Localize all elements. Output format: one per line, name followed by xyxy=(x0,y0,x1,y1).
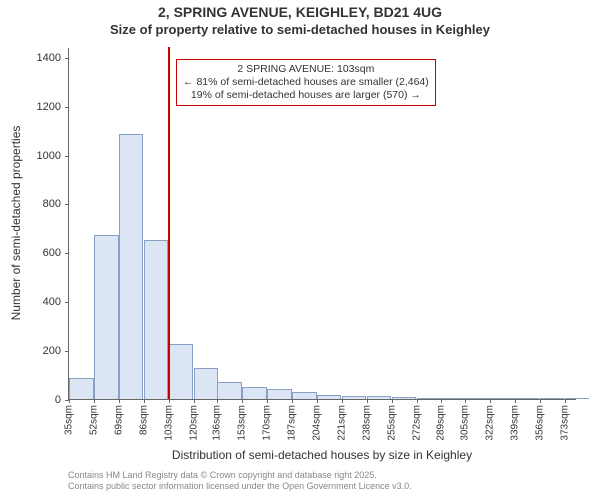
chart-subtitle: Size of property relative to semi-detach… xyxy=(0,22,600,37)
x-tick-mark xyxy=(367,399,368,403)
histogram-bar xyxy=(242,387,267,399)
y-tick-label: 1400 xyxy=(21,52,61,64)
y-tick-label: 200 xyxy=(21,345,61,357)
x-tick-label: 69sqm xyxy=(113,405,124,435)
histogram-bar xyxy=(119,134,144,399)
y-tick-mark xyxy=(65,351,69,352)
histogram-bar xyxy=(540,398,565,399)
x-axis-label: Distribution of semi-detached houses by … xyxy=(68,448,576,462)
annotation-line: ← 81% of semi-detached houses are smalle… xyxy=(183,76,429,89)
y-tick-mark xyxy=(65,156,69,157)
x-tick-label: 35sqm xyxy=(64,405,75,435)
y-tick-label: 600 xyxy=(21,247,61,259)
x-tick-mark xyxy=(169,399,170,403)
reference-line xyxy=(168,47,170,399)
histogram-bar xyxy=(194,368,219,399)
histogram-bar xyxy=(144,240,169,399)
annotation-box: 2 SPRING AVENUE: 103sqm← 81% of semi-det… xyxy=(176,59,436,106)
x-tick-mark xyxy=(69,399,70,403)
x-tick-mark xyxy=(465,399,466,403)
x-tick-mark xyxy=(217,399,218,403)
x-tick-label: 272sqm xyxy=(411,405,422,441)
x-tick-label: 322sqm xyxy=(484,405,495,441)
y-tick-mark xyxy=(65,107,69,108)
x-tick-label: 170sqm xyxy=(261,405,272,441)
x-tick-mark xyxy=(540,399,541,403)
histogram-bar xyxy=(465,398,490,399)
y-tick-mark xyxy=(65,253,69,254)
x-tick-mark xyxy=(144,399,145,403)
annotation-line: 19% of semi-detached houses are larger (… xyxy=(183,89,429,102)
histogram-bar xyxy=(169,344,194,399)
histogram-bar xyxy=(94,235,119,399)
histogram-bar xyxy=(490,398,515,399)
y-tick-label: 1200 xyxy=(21,101,61,113)
x-tick-label: 103sqm xyxy=(163,405,174,441)
histogram-bar xyxy=(342,396,367,399)
x-tick-mark xyxy=(417,399,418,403)
plot-area: 020040060080010001200140035sqm52sqm69sqm… xyxy=(68,48,576,400)
x-tick-mark xyxy=(441,399,442,403)
chart-title: 2, SPRING AVENUE, KEIGHLEY, BD21 4UG xyxy=(0,4,600,20)
x-tick-label: 289sqm xyxy=(436,405,447,441)
x-tick-mark xyxy=(292,399,293,403)
y-tick-mark xyxy=(65,58,69,59)
x-tick-label: 204sqm xyxy=(311,405,322,441)
x-tick-mark xyxy=(565,399,566,403)
y-tick-label: 800 xyxy=(21,198,61,210)
figure: 2, SPRING AVENUE, KEIGHLEY, BD21 4UG Siz… xyxy=(0,0,600,500)
x-tick-mark xyxy=(515,399,516,403)
credits: Contains HM Land Registry data © Crown c… xyxy=(68,470,412,493)
y-tick-label: 400 xyxy=(21,296,61,308)
credits-line: Contains public sector information licen… xyxy=(68,481,412,492)
x-tick-label: 153sqm xyxy=(237,405,248,441)
x-tick-label: 120sqm xyxy=(188,405,199,441)
x-tick-label: 356sqm xyxy=(534,405,545,441)
y-tick-mark xyxy=(65,302,69,303)
x-tick-label: 373sqm xyxy=(559,405,570,441)
x-tick-mark xyxy=(94,399,95,403)
title-block: 2, SPRING AVENUE, KEIGHLEY, BD21 4UG Siz… xyxy=(0,4,600,37)
histogram-bar xyxy=(515,398,540,399)
x-tick-mark xyxy=(342,399,343,403)
x-tick-label: 86sqm xyxy=(138,405,149,435)
x-tick-label: 238sqm xyxy=(361,405,372,441)
x-tick-label: 187sqm xyxy=(286,405,297,441)
x-tick-mark xyxy=(392,399,393,403)
y-tick-mark xyxy=(65,204,69,205)
x-tick-label: 52sqm xyxy=(88,405,99,435)
y-axis-label: Number of semi-detached properties xyxy=(9,123,23,323)
x-tick-mark xyxy=(119,399,120,403)
histogram-bar xyxy=(217,382,242,399)
x-tick-mark xyxy=(242,399,243,403)
x-tick-label: 339sqm xyxy=(509,405,520,441)
x-tick-mark xyxy=(490,399,491,403)
y-tick-label: 0 xyxy=(21,394,61,406)
y-tick-label: 1000 xyxy=(21,150,61,162)
credits-line: Contains HM Land Registry data © Crown c… xyxy=(68,470,412,481)
histogram-bar xyxy=(392,397,417,399)
histogram-bar xyxy=(367,396,392,399)
histogram-bar xyxy=(69,378,94,399)
x-tick-label: 305sqm xyxy=(459,405,470,441)
x-tick-label: 255sqm xyxy=(386,405,397,441)
annotation-line: 2 SPRING AVENUE: 103sqm xyxy=(183,63,429,76)
x-tick-mark xyxy=(317,399,318,403)
x-tick-label: 221sqm xyxy=(336,405,347,441)
x-tick-mark xyxy=(267,399,268,403)
x-tick-label: 136sqm xyxy=(212,405,223,441)
histogram-bar xyxy=(565,398,590,399)
histogram-bar xyxy=(441,398,466,399)
histogram-bar xyxy=(267,389,292,399)
histogram-bar xyxy=(317,395,342,399)
x-tick-mark xyxy=(194,399,195,403)
histogram-bar xyxy=(292,392,317,399)
histogram-bar xyxy=(417,398,442,399)
